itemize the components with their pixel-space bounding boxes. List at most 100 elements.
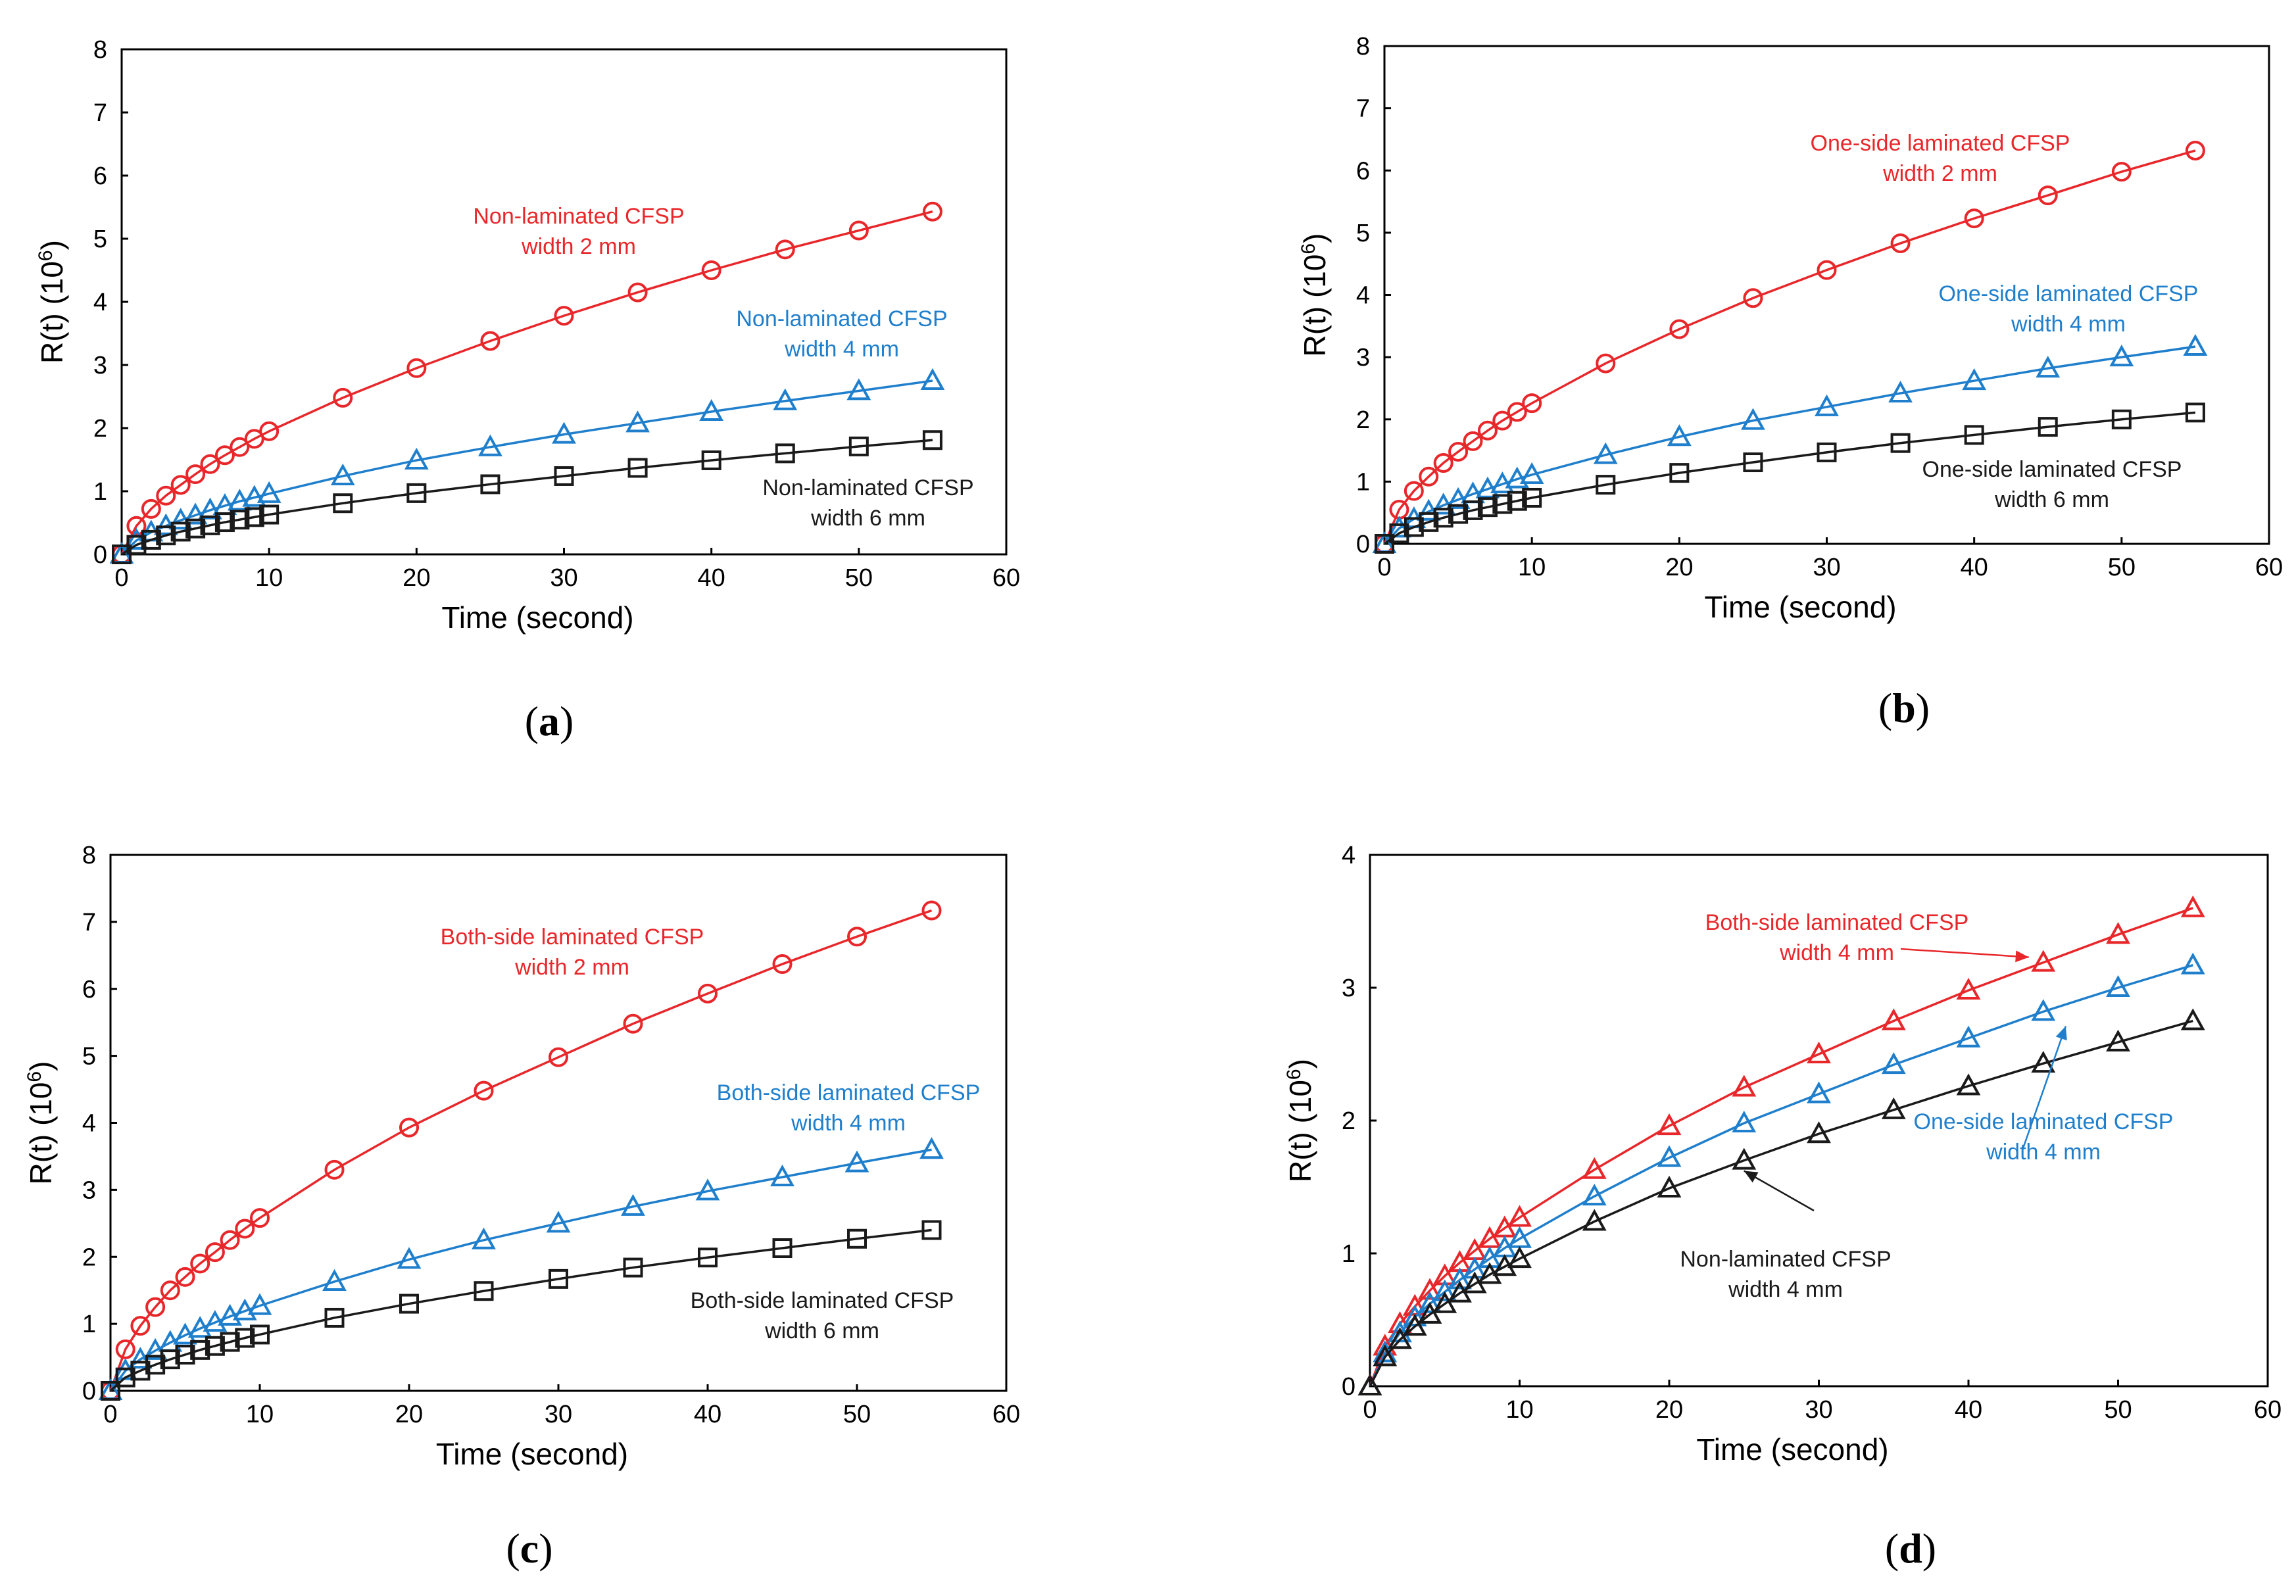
data-point bbox=[2185, 402, 2205, 423]
caption-d: (d) bbox=[1884, 1525, 1937, 1572]
annotation-label: Non-laminated CFSP bbox=[1680, 1247, 1891, 1272]
annotation-label: width 2 mm bbox=[514, 955, 629, 980]
series-2 bbox=[101, 1220, 942, 1401]
data-point bbox=[1817, 260, 1837, 280]
data-point bbox=[190, 1340, 210, 1360]
chart-panel-c: 0 10 20 30 40 50 60 0 1 2 3 4 5 6 7 8 Time (second) R(t) … bbox=[0, 798, 1148, 1595]
data-point bbox=[205, 1242, 225, 1263]
data-point bbox=[1741, 408, 1765, 430]
data-point bbox=[1404, 517, 1424, 537]
x-tick-label: 40 bbox=[694, 1401, 721, 1428]
series-2 bbox=[112, 430, 942, 564]
data-point bbox=[324, 1159, 345, 1180]
annotation-arrowhead bbox=[2055, 1026, 2067, 1041]
data-point bbox=[922, 430, 942, 450]
y-tick-label: 7 bbox=[82, 909, 96, 936]
data-point bbox=[230, 510, 250, 530]
data-point bbox=[1964, 208, 1984, 229]
data-point bbox=[701, 450, 721, 470]
annotation-label: width 2 mm bbox=[521, 234, 636, 259]
annotation-label: width 6 mm bbox=[764, 1318, 879, 1343]
data-point bbox=[141, 529, 161, 550]
data-point bbox=[772, 1238, 793, 1259]
x-tick-label: 50 bbox=[2108, 554, 2136, 581]
y-tick-label: 8 bbox=[82, 842, 96, 869]
y-tick-label: 4 bbox=[93, 289, 107, 316]
data-point bbox=[1463, 500, 1483, 520]
data-point bbox=[330, 463, 355, 485]
annotation-label: One-side laminated CFSP bbox=[1914, 1109, 2174, 1134]
data-point bbox=[847, 927, 867, 947]
x-tick-label: 10 bbox=[246, 1401, 274, 1428]
caption-b: (b) bbox=[1878, 685, 1930, 731]
data-point bbox=[2038, 185, 2058, 206]
data-point bbox=[1477, 420, 1498, 441]
data-point bbox=[399, 1294, 419, 1314]
x-tick-label: 20 bbox=[395, 1401, 423, 1428]
data-point bbox=[2106, 922, 2130, 944]
data-point bbox=[1492, 410, 1513, 431]
x-tick-label: 50 bbox=[2104, 1396, 2132, 1424]
data-point bbox=[848, 436, 869, 456]
data-point bbox=[1669, 463, 1690, 483]
data-point bbox=[170, 521, 191, 542]
annotation-label: width 6 mm bbox=[810, 506, 925, 531]
y-tick-label: 3 bbox=[1356, 344, 1370, 372]
data-point bbox=[1389, 523, 1409, 543]
x-tick-label: 20 bbox=[1665, 554, 1693, 581]
data-point bbox=[1448, 1267, 1472, 1290]
x-tick-label: 40 bbox=[1961, 554, 1988, 581]
y-tick-label: 2 bbox=[1356, 406, 1370, 434]
data-point bbox=[250, 1208, 270, 1228]
data-point bbox=[1807, 1081, 1831, 1103]
data-point bbox=[770, 1164, 794, 1187]
data-point bbox=[185, 464, 206, 485]
annotation-label: Non-laminated CFSP bbox=[473, 204, 684, 229]
data-point bbox=[244, 507, 264, 527]
x-axis-title: Time (second) bbox=[1704, 590, 1896, 624]
data-point bbox=[1582, 1157, 1607, 1179]
y-tick-label: 3 bbox=[82, 1176, 96, 1204]
data-point bbox=[1732, 1148, 1757, 1170]
data-point bbox=[775, 443, 795, 464]
series-0 bbox=[1375, 140, 2205, 554]
data-point bbox=[190, 1253, 210, 1274]
data-point bbox=[625, 410, 650, 433]
data-point bbox=[2031, 950, 2056, 972]
series-line bbox=[109, 1148, 932, 1392]
data-point bbox=[250, 1324, 270, 1345]
data-point bbox=[627, 458, 648, 478]
data-point bbox=[2183, 333, 2208, 356]
annotation-label: One-side laminated CFSP bbox=[1811, 131, 2070, 156]
data-point bbox=[1477, 497, 1498, 518]
data-point bbox=[1492, 494, 1513, 514]
data-point bbox=[1890, 233, 1911, 253]
data-point bbox=[220, 1230, 240, 1250]
annotation-label: Both-side laminated CFSP bbox=[691, 1288, 954, 1313]
y-tick-label: 1 bbox=[93, 478, 107, 506]
data-point bbox=[1432, 1279, 1457, 1301]
data-point bbox=[1815, 394, 1839, 416]
x-tick-label: 0 bbox=[114, 564, 128, 592]
data-point bbox=[554, 466, 574, 486]
data-point bbox=[115, 1339, 135, 1359]
y-tick-label: 2 bbox=[1342, 1107, 1356, 1135]
data-point bbox=[847, 1228, 867, 1249]
data-point bbox=[695, 1178, 720, 1201]
data-point bbox=[480, 474, 501, 495]
data-point bbox=[1419, 512, 1439, 532]
data-point bbox=[1881, 1008, 1906, 1030]
y-tick-label: 6 bbox=[93, 162, 107, 190]
data-point bbox=[1475, 476, 1500, 498]
data-point bbox=[115, 1367, 135, 1388]
data-point bbox=[1490, 472, 1515, 494]
data-point bbox=[145, 1297, 166, 1317]
data-point bbox=[698, 983, 718, 1004]
y-tick-label: 5 bbox=[93, 226, 107, 253]
data-point bbox=[130, 1361, 151, 1381]
data-point bbox=[2036, 356, 2061, 378]
data-point bbox=[1519, 462, 1544, 484]
data-point bbox=[921, 900, 942, 921]
x-tick-label: 60 bbox=[992, 564, 1020, 592]
data-point bbox=[406, 483, 427, 503]
